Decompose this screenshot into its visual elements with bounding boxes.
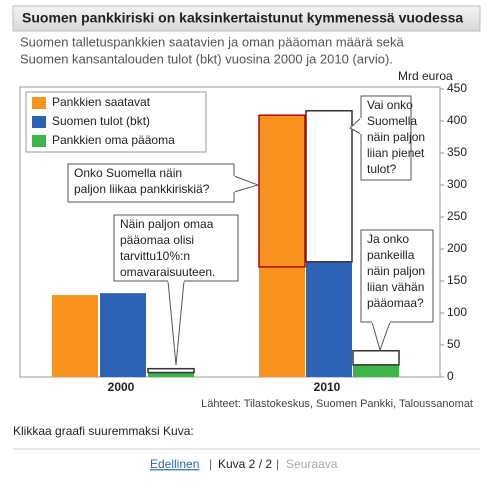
subtitle: Suomen kansantalouden tulot (bkt) vuosin… [20,51,393,66]
callout-tail [371,321,391,352]
separator-bar: | [276,457,279,471]
callout-text: paljon liikaa pankkiriskiä? [74,182,210,196]
outline-box [352,350,400,366]
callout-text: tulot? [367,162,397,176]
y-tick-label: 300 [447,177,467,191]
y-tick-label: 150 [447,273,467,287]
callout-box [113,214,239,282]
legend-box [25,91,207,153]
y-tick-label: 0 [447,369,454,383]
legend-label: Suomen tulot (bkt) [52,114,150,128]
prev-link[interactable]: Edellinen [150,457,199,471]
next-link: Seuraava [286,457,338,471]
callout-text: pääomaa olisi [120,233,194,247]
y-tick-label: 450 [447,81,467,95]
subtitle: Suomen talletuspankkien saatavien ja oma… [20,34,405,49]
callout-text: Suomella [367,114,417,128]
callout-text: pääomaa? [367,296,424,310]
title-bar [12,5,481,32]
callout-tail [349,117,362,135]
separator-bar: | [209,457,212,471]
callout-text: Näin paljon omaa [120,217,214,231]
callout-text: Vai onko [367,98,413,112]
outline-box [305,110,353,263]
y-tick-label: 350 [447,145,467,159]
outline-box [147,367,195,374]
callout-text: pankeilla [367,248,415,262]
legend-label: Pankkien oma pääoma [52,133,175,147]
bar [259,115,305,378]
callout-box [67,163,235,203]
callout-text: näin paljon [367,264,425,278]
y-tick-label: 400 [447,113,467,127]
legend-label: Pankkien saatavat [52,95,151,109]
y-tick-label: 250 [447,209,467,223]
callout-box [360,229,434,323]
callout-tail [167,280,185,366]
callout-text: tarvittu10%:n [120,249,190,263]
bar [353,364,399,377]
callout-text: omavaraisuuteen. [120,265,215,279]
callout-box [360,95,412,181]
callout-text: liian vähän [367,280,424,294]
counter: Kuva 2 / 2 [218,457,272,471]
bar [306,261,352,377]
plot-frame [19,86,441,378]
y-tick-label: 100 [447,305,467,319]
y-axis-label: Mrd euroa [398,69,453,83]
callout-text: liian pienet [367,146,425,160]
callout-tail [233,175,260,193]
bar [148,372,194,377]
bar [52,295,98,377]
legend-swatch [32,135,46,147]
legend-swatch [32,97,46,109]
chart-title: Suomen pankkiriski on kaksinkertaistunut… [22,10,463,26]
callout-text: Onko Suomella näin [74,166,182,180]
x-tick-label: 2010 [314,380,341,394]
footer-caption: Klikkaa graafi suuremmaksi Kuva: [13,424,194,438]
legend-swatch [32,116,46,128]
outline-box [258,114,306,268]
y-tick-label: 50 [447,337,461,351]
bar [100,293,146,377]
source: Lähteet: Tilastokeskus, Suomen Pankki, T… [201,398,473,410]
callout-text: Ja onko [367,232,409,246]
x-tick-label: 2000 [108,380,135,394]
callout-text: näin paljon [367,130,425,144]
y-tick-label: 200 [447,241,467,255]
